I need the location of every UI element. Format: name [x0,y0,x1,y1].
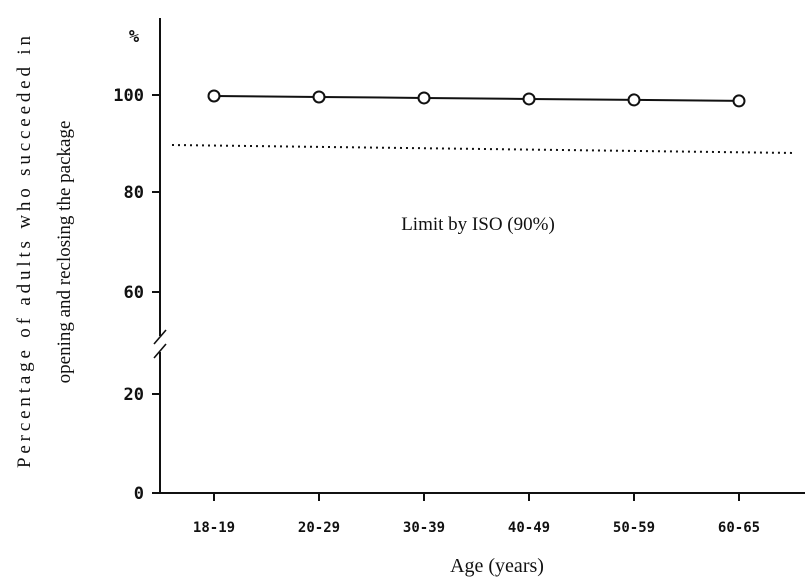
iso-limit-line [171,144,796,154]
data-point [627,93,641,107]
y-tick-label: 100 [113,86,144,106]
y-tick-label: 60 [124,283,144,303]
data-point [732,94,746,108]
y-tick-label: 20 [124,385,144,405]
iso-limit-label: Limit by ISO (90%) [401,214,555,235]
x-tick-label: 40-49 [508,520,550,536]
y-tick-label: 80 [124,183,144,203]
x-tick-label: 20-29 [298,520,340,536]
x-tick-group: 18-19 20-29 30-39 40-49 50-59 60-65 [193,493,760,536]
y-axis-title-line2: opening and reclosing the package [54,121,75,384]
x-tick-label: 60-65 [718,520,760,536]
x-tick-label: 18-19 [193,520,235,536]
axis-break-mark [153,329,167,359]
x-tick-label: 50-59 [613,520,655,536]
series-group [207,89,746,108]
y-tick-marks [152,94,160,395]
y-unit-label: % [129,27,140,47]
y-axis-title-line1: Percentage of adults who succeeded in [14,36,35,468]
y-tick-label: 0 [134,484,144,504]
data-point [417,91,431,105]
data-point [522,92,536,106]
x-axis-title: Age (years) [450,555,544,577]
series-line [213,94,740,102]
y-tick-labels: 100 80 60 20 0 [113,86,144,504]
data-point [312,90,326,104]
data-point [207,89,221,103]
x-tick-label: 30-39 [403,520,445,536]
